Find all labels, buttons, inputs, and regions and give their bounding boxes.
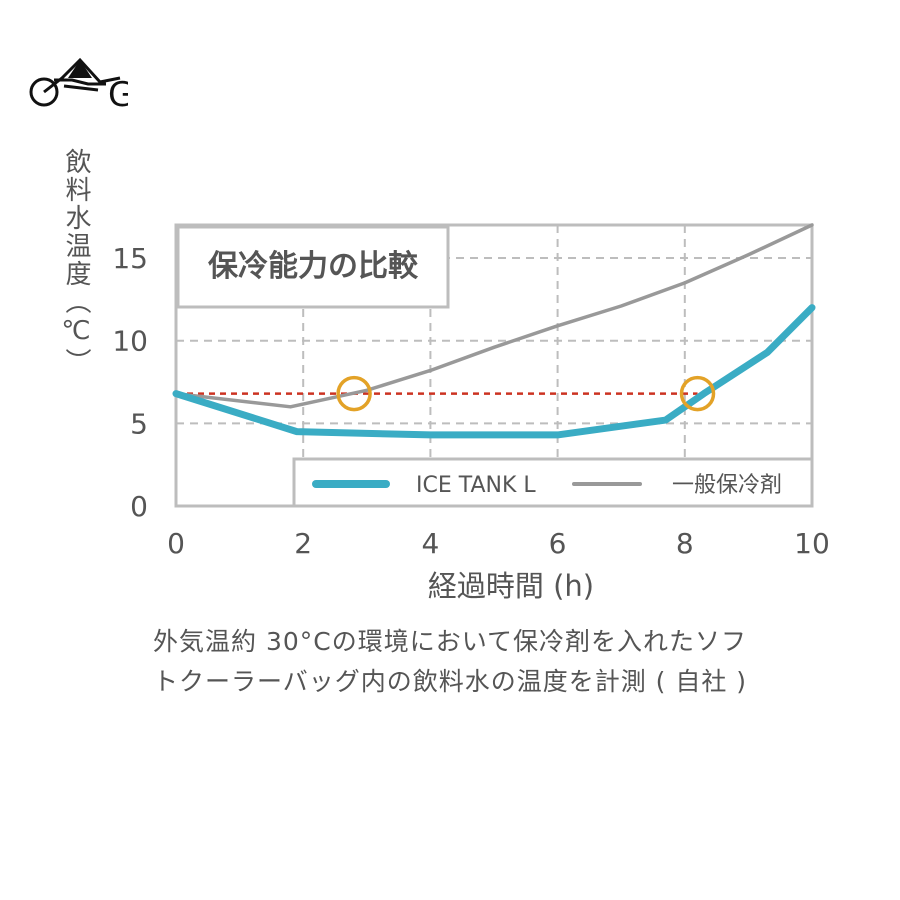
series-line-general [174, 223, 814, 409]
y-axis-label-text: 飲料水温度（℃） [61, 148, 91, 376]
temperature-chart: 保冷能力の比較 ICE TANK L 一般保冷剤 0 2 4 6 8 10 0 5 10 15 飲… [61, 148, 830, 603]
highlight-marker-2 [679, 375, 716, 412]
caption-line-2: トクーラーバッグ内の飲料水の温度を計測 ( 自社 ) [152, 667, 748, 696]
x-tick-label-2: 2 [294, 527, 312, 560]
y-axis-label: 飲料水温度（℃） [61, 148, 91, 376]
x-tick-label-4: 4 [421, 527, 439, 560]
y-tick-label-10: 10 [112, 325, 148, 358]
caption-line-1: 外気温約 30°Cの環境において保冷剤を入れたソフ [153, 627, 747, 656]
y-tick-label-0: 0 [130, 490, 148, 523]
x-tick-label-6: 6 [549, 527, 567, 560]
brand-logo: G [29, 57, 128, 110]
chart-title: 保冷能力の比較 [208, 249, 419, 284]
legend-label-general: 一般保冷剤 [672, 473, 782, 498]
x-tick-label-10: 10 [794, 527, 830, 560]
y-tick-label-5: 5 [130, 407, 148, 440]
highlight-marker-1 [336, 375, 372, 412]
title-box [176, 225, 450, 309]
x-axis-label: 経過時間 (h) [428, 569, 594, 603]
y-tick-label-15: 15 [112, 242, 148, 275]
x-tick-label-0: 0 [167, 527, 185, 560]
x-tick-label-8: 8 [676, 527, 694, 560]
series-line-ice-tank [172, 304, 816, 439]
legend-label-ice-tank: ICE TANK L [416, 473, 536, 498]
logo-letter: G [108, 75, 128, 110]
